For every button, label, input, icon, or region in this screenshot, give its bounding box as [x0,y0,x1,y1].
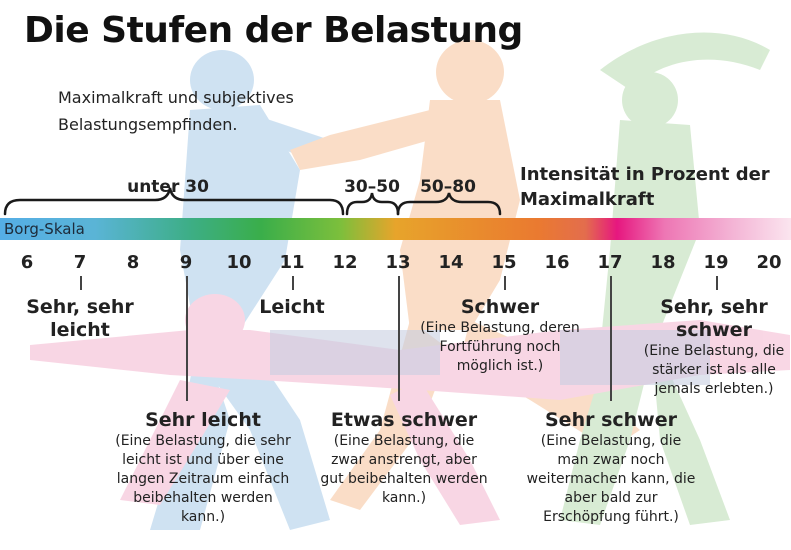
scale-number: 17 [597,252,623,273]
leader-line-7 [80,276,82,290]
level-description: (Eine Belastung, die sehr leicht ist und… [115,433,291,525]
scale-number: 13 [385,252,411,273]
level-heading: Leicht [259,296,325,318]
level-heading: Sehr, sehr leicht [26,296,134,341]
scale-number: 14 [438,252,464,273]
leader-line-17 [610,276,612,401]
scale-number: 9 [179,252,193,273]
borg-scale-label: Borg-Skala [4,220,85,238]
level-heading: Schwer [460,296,540,318]
leader-line-13 [398,276,400,401]
bracket-under-30 [3,187,345,216]
intensity-color-bar [0,218,791,240]
leader-line-15 [504,276,506,290]
leader-line-11 [292,276,294,290]
scale-number: 8 [126,252,140,273]
subtitle: Maximalkraft und subjektives Belastungse… [58,88,294,134]
level-schwer: Schwer (Eine Belastung, deren Fortführun… [415,296,585,376]
scale-number: 16 [544,252,570,273]
leader-line-19 [716,276,718,290]
level-sehr-schwer: Sehr schwer (Eine Belastung, die man zwa… [524,409,699,527]
level-sehr-sehr-leicht: Sehr, sehr leicht [15,296,145,342]
bracket-50-80 [396,192,502,216]
level-description: (Eine Belastung, die man zwar noch weite… [526,433,696,525]
level-etwas-schwer: Etwas schwer (Eine Belastung, die zwar a… [319,409,489,508]
range-label-50-80: 50–80 [420,177,476,197]
range-label-30-50: 30–50 [344,177,400,197]
level-heading: Sehr leicht [145,409,261,431]
level-description: (Eine Belastung, die zwar anstrengt, abe… [320,433,488,506]
leader-line-9 [186,276,188,401]
level-leicht: Leicht [232,296,352,319]
scale-number: 11 [279,252,305,273]
level-heading: Sehr schwer [545,409,677,431]
scale-number: 10 [226,252,252,273]
range-label-under-30: unter 30 [127,177,209,197]
scale-number: 7 [73,252,87,273]
level-heading: Etwas schwer [330,409,478,431]
scale-number: 12 [332,252,358,273]
level-description: (Eine Belastung, deren Fortführung noch … [420,320,580,374]
level-sehr-sehr-schwer: Sehr, sehr schwer (Eine Belastung, die s… [638,296,790,399]
level-heading: Sehr, sehr schwer [660,296,768,341]
scale-number: 19 [703,252,729,273]
intensity-label: Intensität in Prozent der Maximalkraft [520,164,770,210]
scale-number: 15 [491,252,517,273]
level-sehr-leicht: Sehr leicht (Eine Belastung, die sehr le… [113,409,293,527]
scale-number: 6 [20,252,34,273]
pink-figure [30,294,790,525]
scale-number: 18 [650,252,676,273]
bracket-30-50 [345,192,400,216]
scale-number: 20 [756,252,782,273]
level-description: (Eine Belastung, die stärker ist als all… [643,343,785,397]
page-title: Die Stufen der Belastung [24,10,523,51]
